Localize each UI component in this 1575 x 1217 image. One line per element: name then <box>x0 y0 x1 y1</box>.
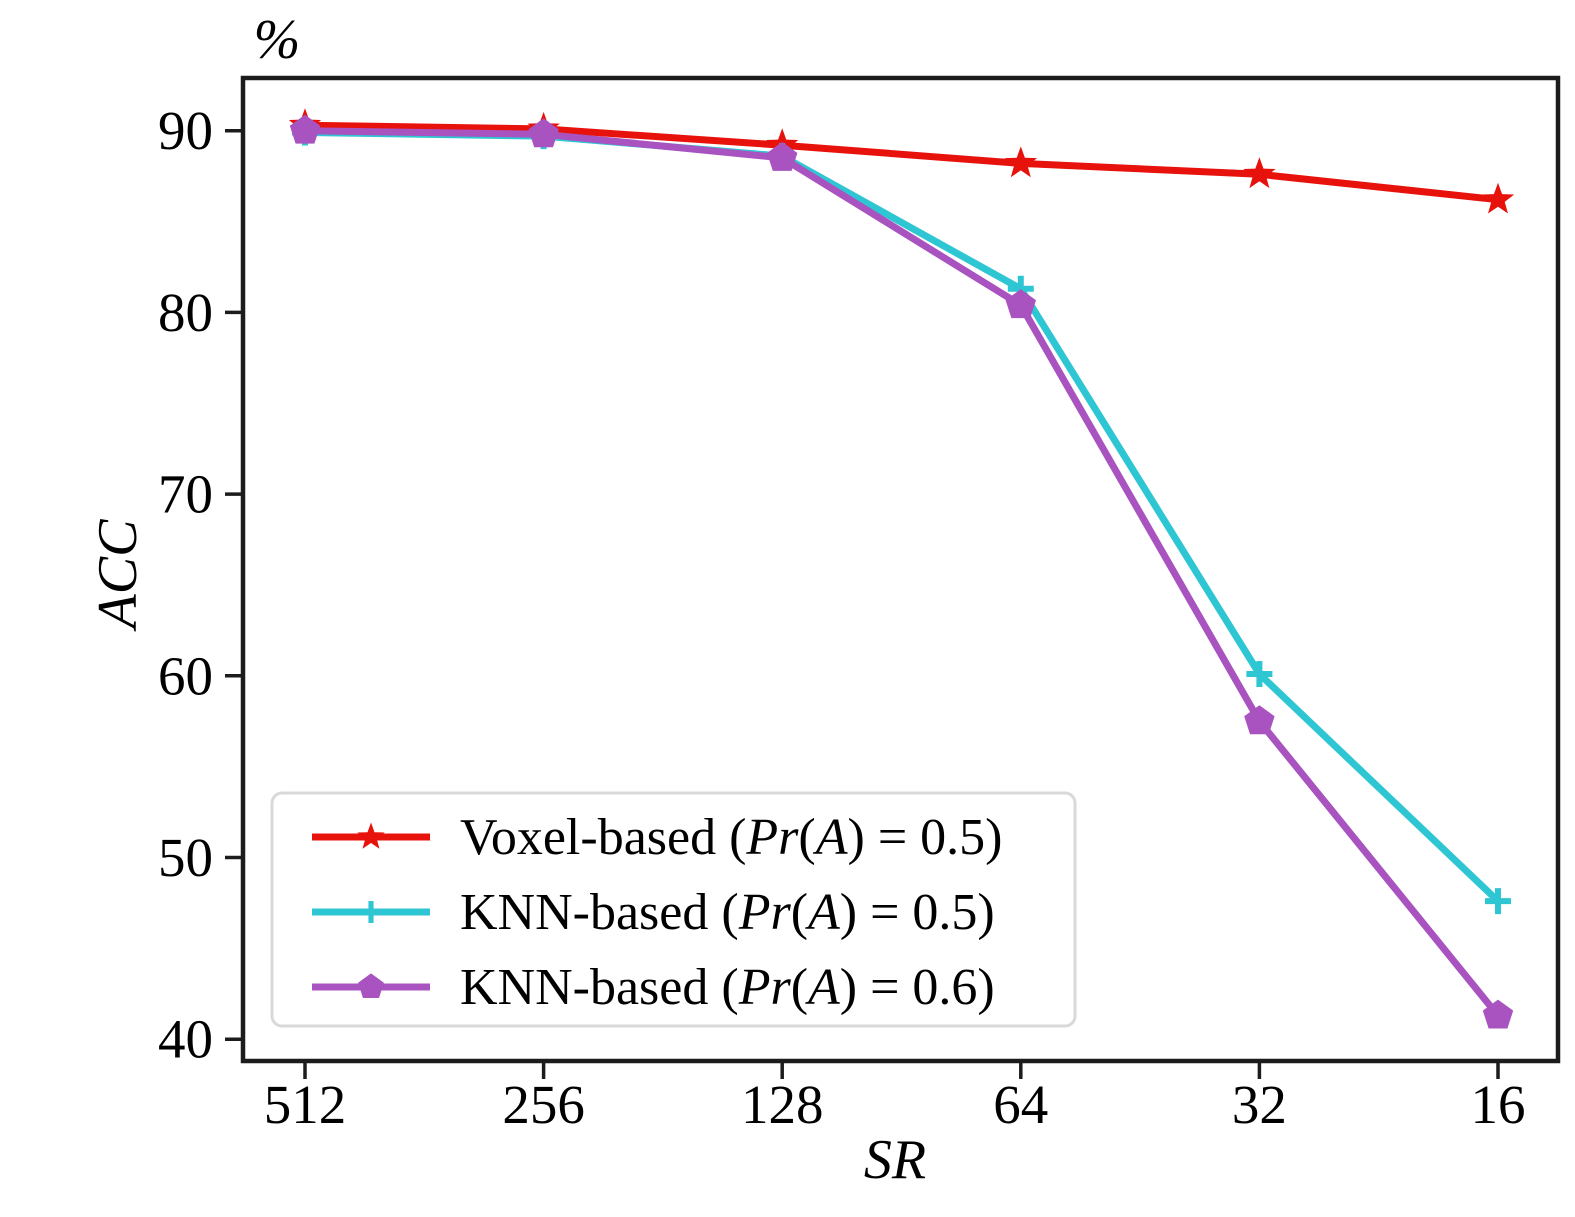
legend-marker-pentagon <box>358 973 384 998</box>
y-tick-label: 40 <box>158 1009 213 1070</box>
y-tick-label: 50 <box>158 827 213 888</box>
series-marker-2 <box>1005 289 1036 319</box>
series-line-2 <box>304 127 1501 1018</box>
x-tick-label: 128 <box>741 1074 824 1135</box>
x-tick-label: 64 <box>993 1074 1048 1135</box>
line-chart-svg: 90 80 70 60 50 40 512 256 128 64 32 16 Voxel-based (… <box>158 75 1561 1135</box>
legend-box <box>270 791 1077 1028</box>
x-tick-label: 16 <box>1471 1074 1526 1135</box>
y-tick-label: 60 <box>158 645 213 706</box>
legend-marker-plus <box>359 900 383 924</box>
y-tick-label: 80 <box>158 282 213 343</box>
legend-item-label: KNN-based (Pr(A) = 0.5) <box>460 884 995 941</box>
series-marker-1 <box>1246 660 1273 687</box>
series-marker-0 <box>1004 146 1037 178</box>
series-marker-0 <box>1481 182 1515 214</box>
plot-frame <box>240 75 1561 1064</box>
legend-item-label: KNN-based (Pr(A) = 0.6) <box>460 959 995 1016</box>
y-tick-label: 90 <box>158 100 213 161</box>
y-tick-label: 70 <box>158 464 213 525</box>
legend-item-label: Voxel-based (Pr(A) = 0.5) <box>460 809 1002 866</box>
series-line-1 <box>304 129 1501 904</box>
series-line-0 <box>304 121 1499 204</box>
x-tick-label: 256 <box>502 1074 585 1135</box>
series-marker-0 <box>1243 157 1276 189</box>
accuracy-vs-sampling-rate-chart: 90 80 70 60 50 40 512 256 128 64 32 16 Voxel-based (… <box>40 16 1575 1201</box>
series-marker-2 <box>1244 705 1275 735</box>
y-axis-unit-label: % <box>253 16 301 71</box>
y-axis-title: ACC <box>87 519 149 629</box>
x-axis-title: SR <box>863 1129 927 1191</box>
series-marker-1 <box>1485 888 1511 915</box>
series-marker-2 <box>528 118 559 148</box>
series-marker-2 <box>767 141 798 171</box>
legend-marker-star <box>357 822 385 849</box>
x-tick-label: 32 <box>1232 1074 1287 1135</box>
series-marker-2 <box>289 114 321 144</box>
series-marker-2 <box>1482 999 1514 1029</box>
x-tick-label: 512 <box>264 1074 347 1135</box>
